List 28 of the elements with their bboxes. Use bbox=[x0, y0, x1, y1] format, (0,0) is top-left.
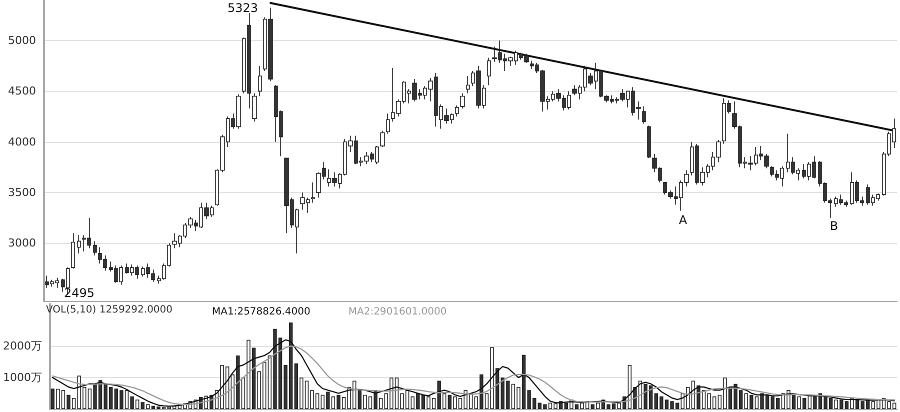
candlestick bbox=[466, 76, 470, 94]
candlestick bbox=[642, 106, 646, 124]
text: MA2:2901601.0000 bbox=[348, 306, 447, 318]
candlestick bbox=[386, 113, 390, 134]
candlestick bbox=[252, 92, 257, 122]
y-tick-label: 3500 bbox=[8, 186, 36, 200]
chart-title: VOL(5,10) 1259292.0000 bbox=[46, 304, 173, 316]
candlestick bbox=[93, 240, 97, 256]
candlestick bbox=[258, 65, 262, 97]
y-tick-label: 5000 bbox=[8, 34, 36, 48]
y-tick-label: 2000万 bbox=[2, 340, 42, 353]
candlestick bbox=[647, 125, 651, 158]
candlestick bbox=[460, 92, 465, 109]
candlestick bbox=[71, 232, 75, 269]
annotation: B bbox=[830, 219, 838, 233]
y-tick-label: 4000 bbox=[8, 135, 36, 148]
text: MA1:2578826.4000 bbox=[212, 306, 310, 318]
candlestick bbox=[311, 182, 315, 204]
annotation: 2495 bbox=[64, 286, 95, 300]
annotation: 5323 bbox=[227, 1, 258, 15]
candlestick bbox=[455, 105, 459, 117]
annotation: A bbox=[678, 213, 688, 227]
candlestick bbox=[77, 234, 81, 254]
candlestick bbox=[487, 57, 491, 86]
y-tick-label: 3000 bbox=[8, 236, 36, 250]
y-tick-label: 1000万 bbox=[2, 371, 42, 384]
candlestick bbox=[380, 130, 385, 148]
y-tick-label: 4500 bbox=[8, 84, 36, 98]
